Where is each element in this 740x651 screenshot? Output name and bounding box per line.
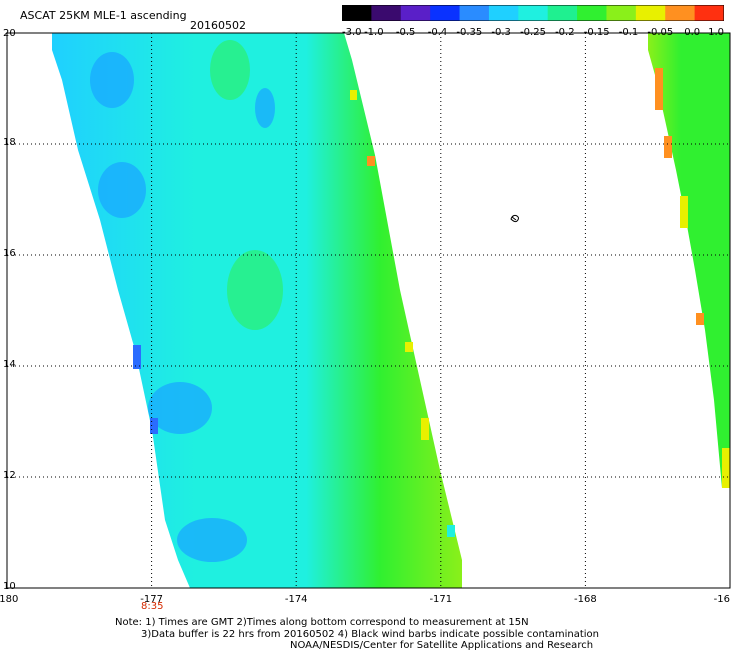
colorbar-label: -0.35 [456,27,483,38]
colorbar-label: -0.25 [520,27,546,38]
swath-left [52,33,462,588]
colorbar-swatch [606,5,637,21]
colorbar-label: 1.0 [708,27,724,38]
green-patches [210,40,283,330]
map-date: 20160502 [190,19,246,32]
swath-right [648,33,730,488]
map-axis-labels: -180 -177 -174 -171 -168 -16 20 18 16 14 12 10 [0,28,730,605]
lon-tick-label: -174 [285,594,308,605]
high-value-specks [133,68,730,537]
lon-tick-label: -171 [429,594,452,605]
lat-tick-label: 16 [3,248,16,259]
colorbar-swatch [665,5,696,21]
lat-tick-label: 12 [3,470,16,481]
lat-tick-label: 10 [3,581,16,592]
colorbar-swatch [371,5,402,21]
colorbar-swatch [430,5,461,21]
colorbar-label: 0.0 [684,27,701,38]
colorbar-swatch [518,5,549,21]
lat-tick-label: 14 [3,359,16,370]
colorbar-label: -1.0 [364,27,384,38]
map-title: ASCAT 25KM MLE-1 ascending [20,9,187,22]
lon-tick-label: -168 [574,594,597,605]
colorbar-label: -0.1 [618,27,639,38]
note-line-1: Note: 1) Times are GMT 2)Times along bot… [115,617,529,628]
colorbar-swatch [400,5,431,21]
note-line-2: 3)Data buffer is 22 hrs from 20160502 4)… [141,629,599,640]
colorbar-label: -3.0 [342,27,362,38]
island-marker [510,214,519,223]
colorbar-swatch [488,5,519,21]
colorbar-swatch [577,5,607,21]
note-line-3: NOAA/NESDIS/Center for Satellite Applica… [290,640,594,651]
colorbar-label: -0.15 [583,27,610,38]
time-label: 8:35 [141,601,164,612]
map-gridlines [7,33,730,588]
colorbar-label: -0.4 [427,27,448,38]
lat-tick-label: 20 [3,28,16,39]
colorbar-swatch [459,5,490,21]
colorbar-label: -0.2 [555,27,575,38]
colorbar-swatch [547,5,578,21]
colorbar-swatch [694,5,724,21]
map-frame [6,32,731,589]
lat-tick-label: 18 [3,137,16,148]
colorbar [342,5,724,21]
colorbar-swatch [635,5,666,21]
lon-tick-label: -16 [714,594,730,605]
colorbar-label: -0.5 [395,27,416,38]
colorbar-swatch [342,5,372,21]
lon-tick-label: -177 [140,594,163,605]
colorbar-label: -0.3 [491,27,511,38]
low-value-patches [90,52,275,562]
colorbar-labels: -3.0 -1.0 -0.5 -0.4 -0.35 -0.3 -0.25 -0.2 -0.15-… [342,27,724,39]
colorbar-label: -0.05 [647,27,674,38]
lon-tick-label: -180 [0,594,18,605]
